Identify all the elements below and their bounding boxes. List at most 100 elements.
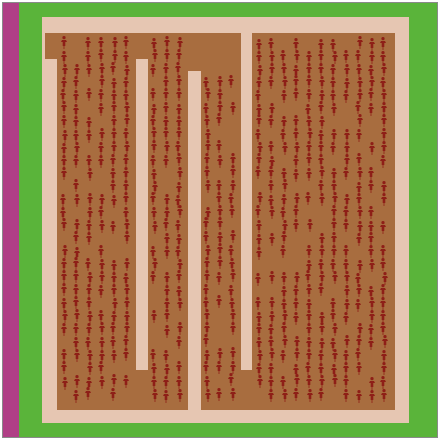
person-icon <box>204 166 210 179</box>
person-icon <box>99 337 105 350</box>
person-icon <box>380 376 386 389</box>
person-icon <box>331 232 337 245</box>
person-icon <box>306 337 312 350</box>
person-icon <box>305 192 311 205</box>
person-icon <box>368 180 374 193</box>
person-icon <box>269 103 275 116</box>
person-icon <box>150 155 156 168</box>
person-icon <box>203 361 209 374</box>
lane-connector-top-1 <box>136 33 148 59</box>
person-icon <box>306 116 312 129</box>
person-icon <box>61 323 67 336</box>
person-icon <box>256 234 262 247</box>
person-icon <box>294 348 300 361</box>
person-icon <box>318 283 324 296</box>
person-icon <box>380 221 386 234</box>
person-icon <box>163 155 169 168</box>
person-icon <box>331 180 337 193</box>
person-icon <box>110 336 116 349</box>
person-icon <box>61 143 67 156</box>
person-icon <box>98 49 104 62</box>
person-icon <box>73 323 79 336</box>
person-icon <box>330 90 336 103</box>
person-icon <box>343 362 349 375</box>
person-icon <box>151 38 157 51</box>
person-icon <box>150 349 156 362</box>
person-icon <box>306 323 312 336</box>
person-icon <box>62 64 68 77</box>
person-icon <box>61 101 67 114</box>
person-icon <box>86 220 92 233</box>
person-icon <box>256 312 262 325</box>
person-icon <box>98 89 104 102</box>
person-icon <box>151 363 157 376</box>
person-icon <box>175 195 181 208</box>
person-icon <box>123 375 129 388</box>
person-icon <box>176 336 182 349</box>
person-icon <box>73 337 79 350</box>
person-icon <box>256 153 262 166</box>
person-icon <box>282 389 288 402</box>
person-icon <box>152 389 158 402</box>
person-icon <box>331 103 337 116</box>
person-icon <box>344 154 350 167</box>
person-icon <box>293 88 299 101</box>
person-icon <box>319 116 325 129</box>
person-icon <box>269 348 275 361</box>
person-icon <box>61 155 67 168</box>
person-icon <box>204 376 210 389</box>
person-icon <box>164 364 170 377</box>
person-icon <box>177 167 183 180</box>
person-icon <box>164 298 170 311</box>
person-icon <box>319 271 325 284</box>
person-icon <box>123 51 129 64</box>
person-icon <box>230 165 236 178</box>
person-icon <box>217 232 223 245</box>
person-icon <box>61 270 67 283</box>
person-icon <box>74 375 80 388</box>
person-icon <box>356 390 362 403</box>
person-icon <box>163 350 169 363</box>
person-icon <box>230 269 236 282</box>
person-icon <box>99 259 105 272</box>
person-icon <box>255 90 261 103</box>
person-icon <box>110 322 116 335</box>
person-icon <box>99 75 105 88</box>
person-icon <box>74 142 80 155</box>
person-icon <box>176 153 182 166</box>
person-icon <box>357 323 363 336</box>
person-icon <box>73 296 79 309</box>
person-icon <box>307 219 313 232</box>
person-icon <box>111 115 117 128</box>
person-icon <box>356 193 362 206</box>
person-icon <box>111 195 117 208</box>
person-icon <box>368 286 374 299</box>
person-icon <box>123 273 129 286</box>
person-icon <box>87 168 93 181</box>
person-icon <box>164 36 170 49</box>
person-icon <box>217 256 223 269</box>
side-strip <box>3 3 19 437</box>
person-icon <box>319 233 325 246</box>
person-icon <box>281 322 287 335</box>
person-icon <box>124 65 130 78</box>
person-icon <box>281 168 287 181</box>
person-icon <box>281 272 287 285</box>
person-icon <box>175 62 181 75</box>
person-icon <box>111 311 117 324</box>
person-icon <box>164 309 170 322</box>
person-icon <box>152 258 158 271</box>
person-icon <box>344 78 350 91</box>
person-icon <box>318 350 324 363</box>
person-icon <box>111 374 117 387</box>
person-icon <box>205 389 211 402</box>
person-icon <box>112 37 118 50</box>
person-icon <box>268 324 274 337</box>
person-icon <box>294 193 300 206</box>
person-icon <box>74 219 80 232</box>
person-icon <box>73 270 79 283</box>
person-icon <box>268 389 274 402</box>
person-icon <box>293 169 299 182</box>
person-icon <box>281 116 287 129</box>
person-icon <box>268 376 274 389</box>
